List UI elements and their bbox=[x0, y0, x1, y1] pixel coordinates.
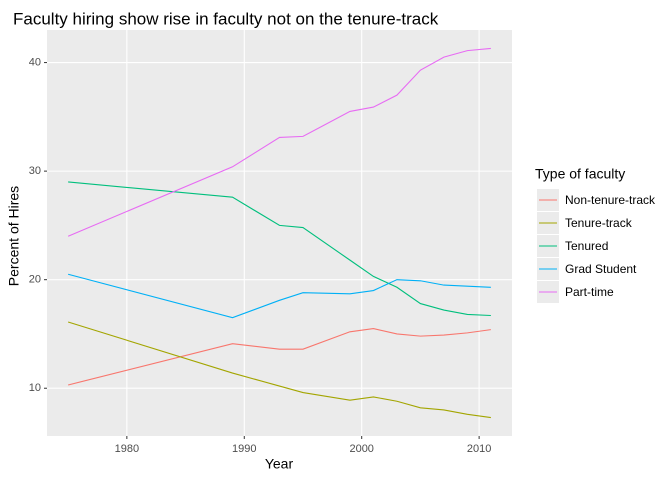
series-line bbox=[67, 273, 491, 319]
chart-title: Faculty hiring show rise in faculty not … bbox=[13, 9, 439, 28]
y-tick-label: 20 bbox=[29, 274, 41, 286]
legend-title: Type of faculty bbox=[535, 166, 625, 182]
legend-label: Tenured bbox=[565, 239, 608, 253]
y-axis-title: Percent of Hires bbox=[6, 186, 22, 286]
y-tick-label: 30 bbox=[29, 165, 41, 177]
series-line bbox=[68, 327, 491, 386]
legend-label: Non-tenure-track bbox=[565, 193, 656, 207]
x-tick-label: 1980 bbox=[115, 443, 139, 455]
x-tick-label: 2010 bbox=[467, 443, 491, 455]
panel-background bbox=[47, 30, 512, 436]
series-line bbox=[67, 321, 491, 419]
legend-label: Part-time bbox=[565, 285, 614, 299]
legend-label: Grad Student bbox=[565, 262, 637, 276]
x-tick-label: 2000 bbox=[349, 443, 373, 455]
series-line bbox=[67, 47, 491, 237]
y-tick-label: 10 bbox=[29, 382, 41, 394]
legend-label: Tenure-track bbox=[565, 216, 633, 230]
x-tick-label: 1990 bbox=[232, 443, 256, 455]
x-axis-title: Year bbox=[265, 456, 294, 472]
y-tick-label: 40 bbox=[29, 56, 41, 68]
series-line bbox=[68, 181, 491, 317]
